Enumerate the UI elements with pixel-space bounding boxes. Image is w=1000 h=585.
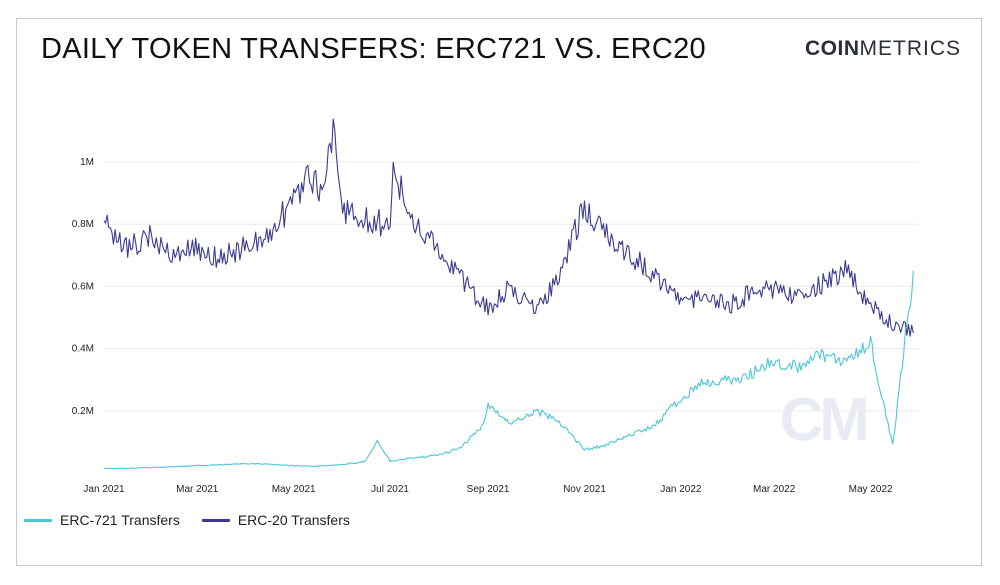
x-tick-label: Mar 2021 <box>176 484 219 495</box>
legend: ERC-721 Transfers ERC-20 Transfers <box>24 512 372 528</box>
x-tick-label: Sep 2021 <box>467 484 510 495</box>
brand-logo-bold: COIN <box>805 37 860 60</box>
chart-title: DAILY TOKEN TRANSFERS: ERC721 VS. ERC20 <box>41 33 706 65</box>
x-tick-label: May 2021 <box>272 484 316 495</box>
legend-label-erc721: ERC-721 Transfers <box>60 512 180 528</box>
y-axis-ticks: 0.2M 0.4M 0.6M 0.8M 1M <box>72 157 94 417</box>
series-line-erc721 <box>103 270 914 470</box>
legend-item-erc20: ERC-20 Transfers <box>201 512 350 528</box>
series-lines <box>103 118 914 470</box>
x-tick-label: Nov 2021 <box>563 484 606 495</box>
x-tick-label: Jan 2022 <box>660 484 702 495</box>
y-tick-label: 0.2M <box>72 406 94 417</box>
x-tick-label: May 2022 <box>849 484 893 495</box>
legend-swatch-erc20 <box>201 518 230 522</box>
legend-item-erc721: ERC-721 Transfers <box>24 512 180 528</box>
gridlines <box>104 161 918 412</box>
watermark-logo: CM <box>780 386 869 453</box>
y-tick-label: 1M <box>80 157 94 168</box>
legend-label-erc20: ERC-20 Transfers <box>237 512 350 528</box>
brand-logo-light: METRICS <box>859 37 961 60</box>
x-tick-label: Jul 2021 <box>371 484 409 495</box>
y-tick-label: 0.4M <box>72 344 94 355</box>
y-tick-label: 0.8M <box>72 219 94 230</box>
x-axis-ticks: Jan 2021 Mar 2021 May 2021 Jul 2021 Sep 2021… <box>83 484 893 495</box>
series-line-erc20 <box>103 118 914 337</box>
y-tick-label: 0.6M <box>72 281 94 292</box>
legend-swatch-erc721 <box>24 518 52 522</box>
brand-logo: COINMETRICS <box>805 37 961 61</box>
x-tick-label: Mar 2022 <box>753 484 796 495</box>
x-tick-label: Jan 2021 <box>83 484 125 495</box>
